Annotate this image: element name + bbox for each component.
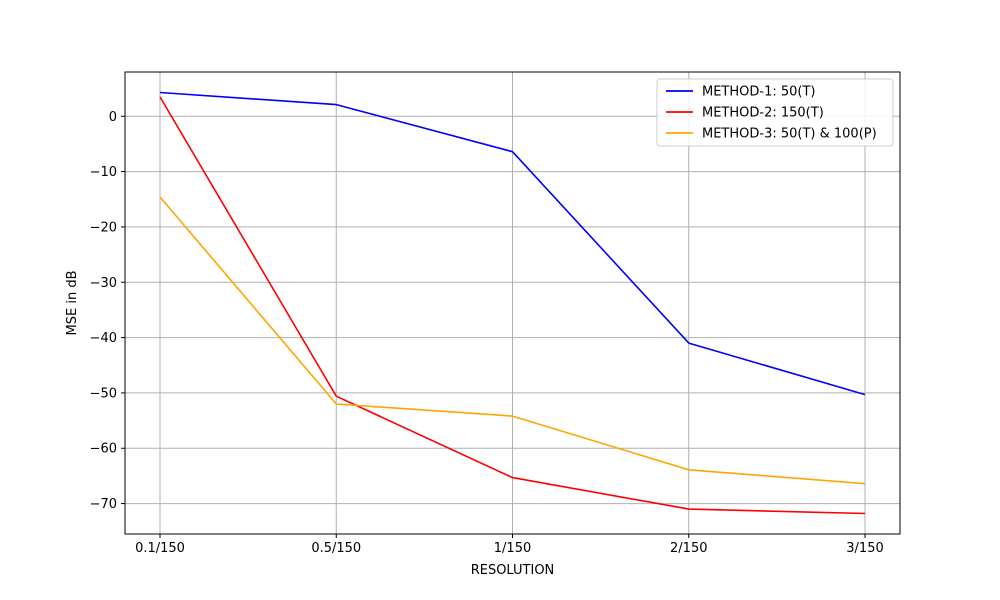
legend-label: METHOD-2: 150(T) xyxy=(702,106,824,121)
y-tick-label: −60 xyxy=(90,442,117,457)
x-tick-label: 2/150 xyxy=(670,541,707,556)
x-axis-label: RESOLUTION xyxy=(471,563,555,578)
y-axis: 0 −10 −20 −30 −40 −50 −60 −70 xyxy=(90,110,125,512)
y-tick-label: −70 xyxy=(90,497,117,512)
y-tick-label: −10 xyxy=(90,165,117,180)
legend: METHOD-1: 50(T) METHOD-2: 150(T) METHOD-3:… xyxy=(656,78,894,147)
legend-label: METHOD-1: 50(T) xyxy=(702,85,816,100)
series-line-2 xyxy=(159,96,866,515)
y-tick-label: 0 xyxy=(109,110,117,125)
legend-box xyxy=(656,78,894,147)
legend-label: METHOD-3: 50(T) & 100(P) xyxy=(702,127,877,142)
grid xyxy=(125,72,900,534)
y-tick-label: −20 xyxy=(90,220,117,235)
y-axis-label: MSE in dB xyxy=(65,271,80,336)
series-line-1 xyxy=(159,91,866,396)
y-tick-label: −40 xyxy=(90,331,117,346)
series-group xyxy=(159,91,866,515)
y-tick-label: −30 xyxy=(90,276,117,291)
x-tick-label: 3/150 xyxy=(846,541,883,556)
x-tick-label: 0.5/150 xyxy=(311,541,361,556)
x-tick-label: 1/150 xyxy=(494,541,531,556)
x-axis: 0.1/150 0.5/150 1/150 2/150 3/150 xyxy=(135,534,884,556)
y-tick-label: −50 xyxy=(90,386,117,401)
x-tick-label: 0.1/150 xyxy=(135,541,185,556)
series-line-3 xyxy=(159,196,866,485)
